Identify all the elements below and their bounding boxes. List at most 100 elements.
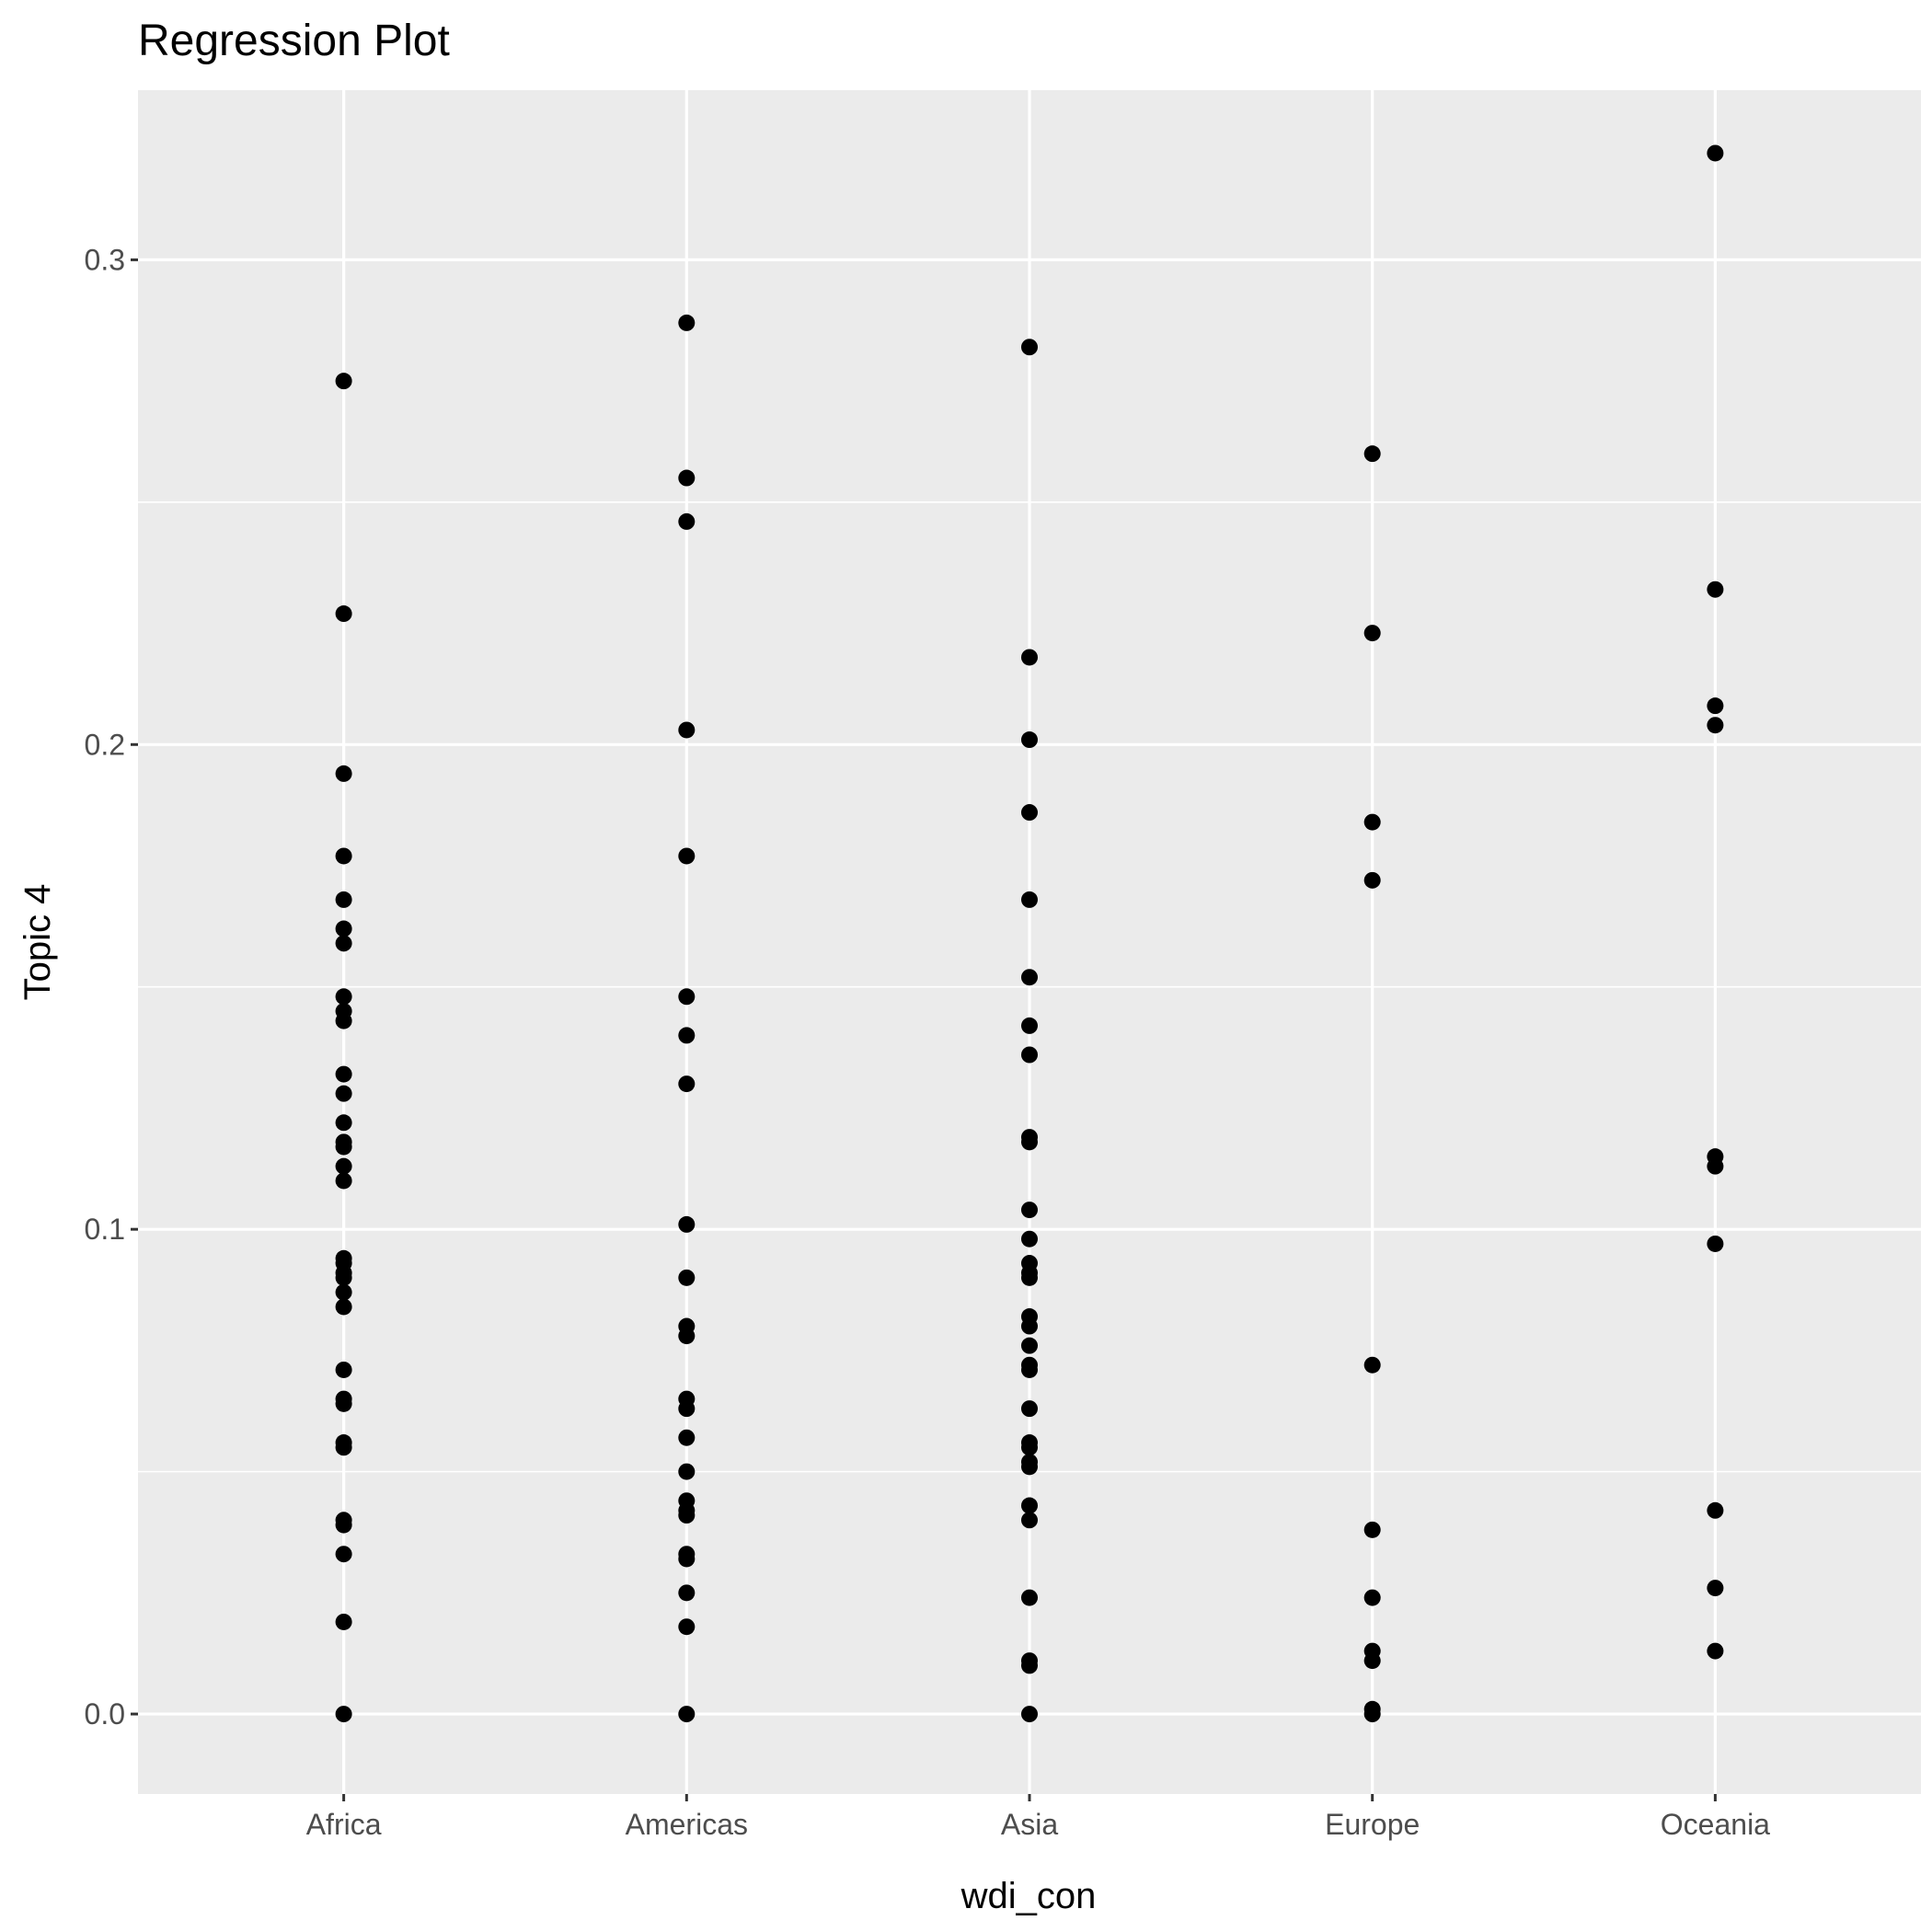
y-tick-label: 0.0 (85, 1697, 125, 1731)
data-point (1021, 1497, 1038, 1514)
data-point (1707, 717, 1724, 734)
data-point (1707, 1642, 1724, 1660)
data-point (335, 1172, 352, 1190)
data-point (335, 1114, 352, 1132)
data-point (1021, 339, 1038, 356)
data-point (1363, 1356, 1381, 1374)
x-axis-title: wdi_con (960, 1876, 1097, 1916)
data-point (335, 847, 352, 865)
data-point (1707, 581, 1724, 598)
data-point (335, 1269, 352, 1286)
data-point (1021, 969, 1038, 986)
data-point (678, 1075, 696, 1093)
data-point (1021, 1133, 1038, 1151)
y-axis-title: Topic 4 (17, 884, 58, 1001)
data-point (1707, 1157, 1724, 1175)
data-point (1707, 1235, 1724, 1252)
data-point (1363, 1652, 1381, 1670)
data-point (335, 1012, 352, 1029)
data-point (678, 1027, 696, 1044)
data-point (678, 1550, 696, 1568)
y-tick-label: 0.1 (85, 1213, 125, 1246)
data-point (678, 1584, 696, 1602)
data-point (1707, 1580, 1724, 1597)
x-tick-label: Africa (306, 1808, 382, 1841)
data-point (1021, 1317, 1038, 1335)
data-point (335, 1439, 352, 1456)
y-axis: 0.0 0.1 0.2 0.3 (85, 243, 138, 1731)
x-tick-label: Europe (1325, 1808, 1420, 1841)
data-point (678, 1215, 696, 1233)
data-point (335, 765, 352, 782)
data-point (678, 1400, 696, 1418)
data-point (1363, 1706, 1381, 1723)
data-point (1021, 1269, 1038, 1286)
data-point (1021, 1361, 1038, 1378)
y-tick-label: 0.2 (85, 728, 125, 761)
data-point (1363, 871, 1381, 889)
data-point (1021, 649, 1038, 666)
data-point (678, 1706, 696, 1723)
data-point (1021, 891, 1038, 908)
data-point (1363, 1589, 1381, 1606)
data-point (1363, 445, 1381, 463)
data-point (1707, 1501, 1724, 1519)
data-point (1021, 1589, 1038, 1606)
data-point (1021, 1230, 1038, 1248)
data-point (335, 1138, 352, 1156)
data-point (678, 1269, 696, 1286)
data-point (335, 988, 352, 1006)
data-point (678, 469, 696, 487)
data-point (335, 920, 352, 937)
x-tick-label: Oceania (1661, 1808, 1770, 1841)
x-axis: Africa Americas Asia Europe Oceania (306, 1794, 1770, 1841)
data-point (1707, 697, 1724, 715)
data-point (678, 1429, 696, 1446)
data-point (678, 847, 696, 865)
data-point (335, 1298, 352, 1316)
data-point (1021, 1458, 1038, 1476)
data-point (335, 1157, 352, 1175)
data-point (1363, 625, 1381, 642)
data-point (678, 721, 696, 739)
data-point (335, 1361, 352, 1378)
data-point (1021, 1337, 1038, 1354)
data-point (1021, 1202, 1038, 1219)
data-point (1021, 1017, 1038, 1034)
chart-title: Regression Plot (138, 17, 450, 65)
data-point (1363, 1521, 1381, 1538)
data-point (335, 1085, 352, 1102)
data-point (335, 1546, 352, 1563)
data-point (335, 1283, 352, 1301)
data-point (335, 373, 352, 390)
data-point (1021, 1706, 1038, 1723)
data-point (678, 988, 696, 1006)
data-point (1707, 144, 1724, 162)
data-point (1021, 1657, 1038, 1674)
data-point (335, 1613, 352, 1630)
data-point (335, 1395, 352, 1412)
data-point (335, 1516, 352, 1534)
data-point (1021, 731, 1038, 749)
data-point (1021, 1512, 1038, 1529)
data-points (335, 144, 1724, 1723)
x-tick-label: Americas (626, 1808, 748, 1841)
data-point (678, 1463, 696, 1480)
data-point (1021, 1439, 1038, 1456)
data-point (335, 935, 352, 952)
data-point (335, 1065, 352, 1083)
data-point (1363, 813, 1381, 831)
data-point (678, 1618, 696, 1636)
data-point (1021, 1046, 1038, 1064)
data-point (335, 1706, 352, 1723)
y-tick-label: 0.3 (85, 243, 125, 276)
data-point (1021, 804, 1038, 822)
data-point (335, 605, 352, 623)
data-point (678, 512, 696, 530)
data-point (678, 314, 696, 331)
data-point (335, 891, 352, 908)
x-tick-label: Asia (1001, 1808, 1058, 1841)
data-point (1021, 1400, 1038, 1418)
data-point (678, 1507, 696, 1524)
